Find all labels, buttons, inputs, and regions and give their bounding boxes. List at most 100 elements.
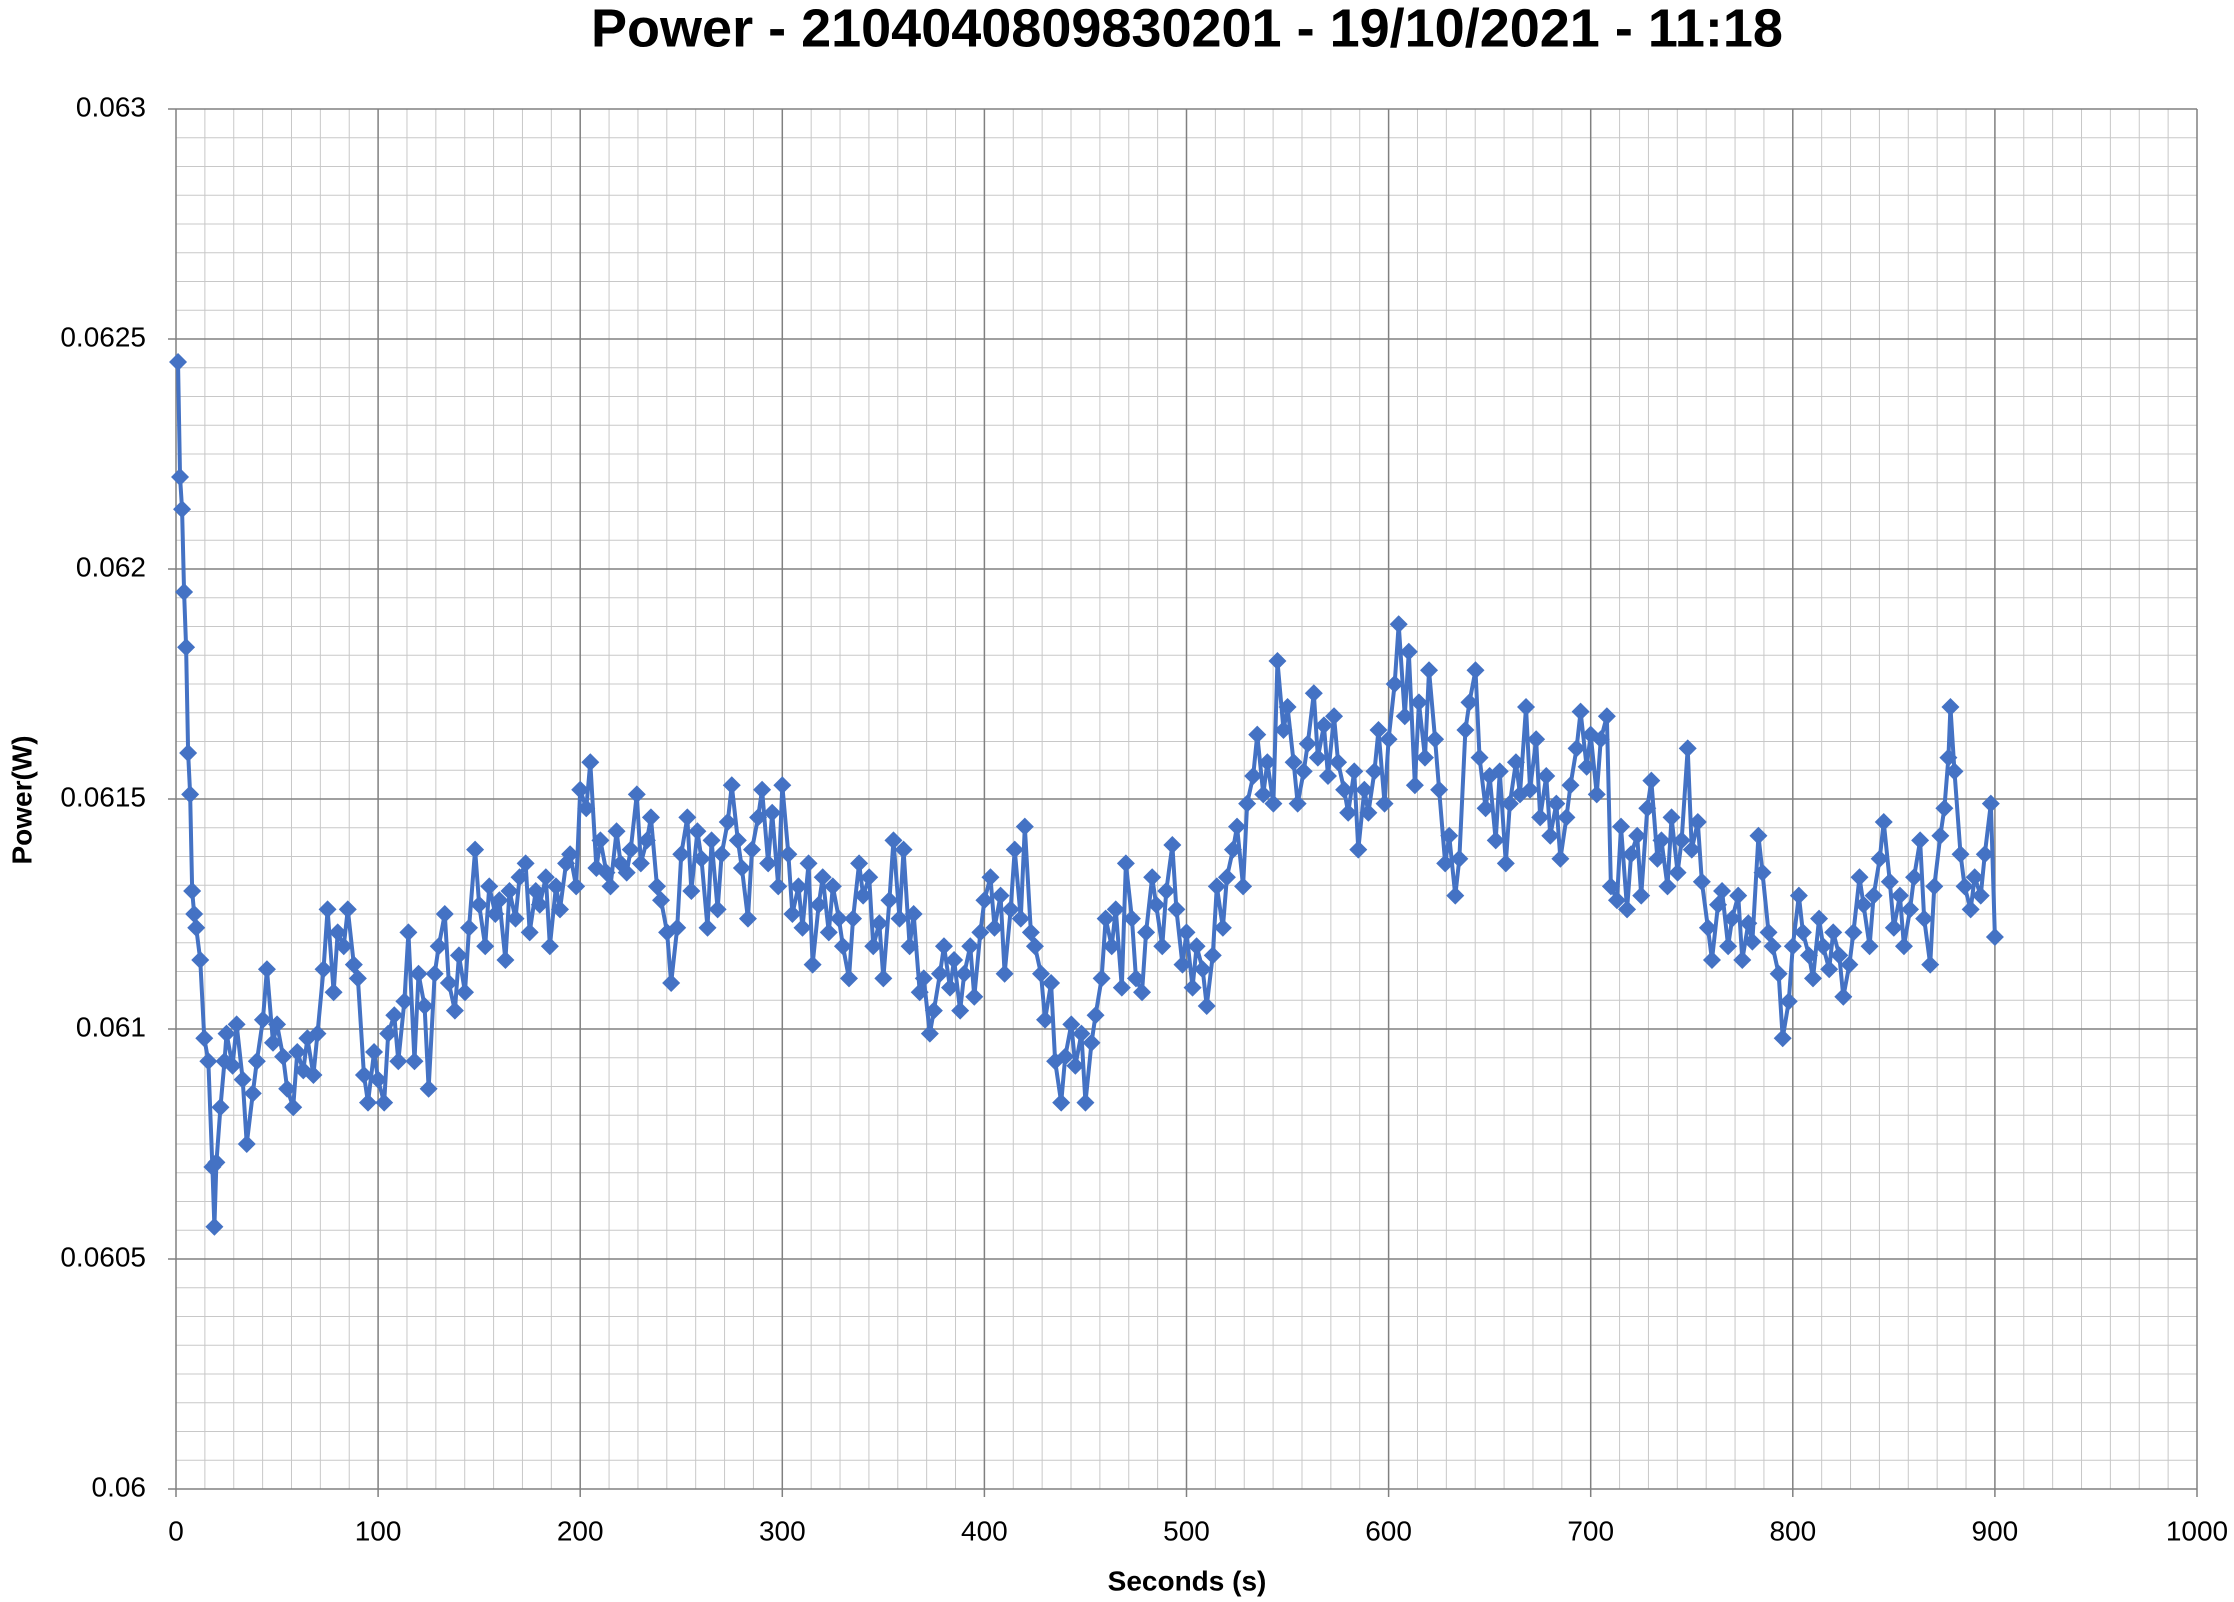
data-marker — [1056, 1047, 1075, 1066]
data-marker — [1965, 868, 1984, 887]
data-marker — [1729, 886, 1748, 905]
data-marker — [1106, 900, 1125, 919]
data-marker — [268, 1015, 287, 1034]
data-marker — [1662, 808, 1681, 827]
data-marker — [1702, 951, 1721, 969]
data-marker — [567, 877, 586, 896]
data-marker — [1076, 1093, 1095, 1112]
data-marker — [975, 891, 994, 910]
data-marker — [1733, 951, 1752, 969]
data-marker — [207, 1153, 226, 1172]
data-marker — [425, 964, 444, 983]
data-marker — [819, 923, 838, 942]
data-marker — [223, 1056, 242, 1075]
data-marker — [199, 1052, 218, 1071]
data-marker — [288, 1043, 307, 1061]
data-marker — [1325, 707, 1344, 726]
data-marker — [1001, 900, 1020, 919]
data-marker — [789, 877, 808, 896]
y-tick-label: 0.0615 — [60, 781, 146, 812]
data-marker — [793, 918, 812, 937]
data-marker — [779, 845, 798, 864]
data-marker — [1537, 767, 1556, 785]
data-marker — [874, 969, 893, 988]
data-marker — [1743, 932, 1762, 951]
data-marker — [1648, 849, 1667, 868]
data-marker — [429, 937, 448, 956]
data-marker — [1739, 914, 1758, 933]
data-marker — [375, 1093, 394, 1112]
data-marker — [951, 1001, 970, 1020]
data-marker — [1420, 661, 1439, 680]
data-marker — [1238, 794, 1257, 813]
data-marker — [637, 831, 656, 850]
data-marker — [1294, 762, 1313, 781]
data-marker — [520, 923, 539, 942]
data-marker — [1672, 831, 1691, 850]
data-marker — [1719, 937, 1738, 956]
data-marker — [738, 909, 757, 928]
data-marker — [934, 937, 953, 956]
data-marker — [1935, 799, 1954, 818]
data-marker — [1339, 803, 1358, 822]
data-marker — [1318, 767, 1337, 785]
data-marker — [318, 900, 337, 919]
data-marker — [1921, 955, 1940, 974]
data-marker — [678, 808, 697, 827]
data-marker — [179, 744, 198, 762]
data-marker — [171, 468, 190, 486]
data-marker — [1395, 707, 1414, 726]
data-marker — [708, 900, 727, 919]
data-marker — [1678, 739, 1697, 758]
x-tick-label: 500 — [1163, 1515, 1210, 1546]
data-marker — [955, 964, 974, 983]
data-marker — [264, 1033, 283, 1052]
data-marker — [1567, 739, 1586, 758]
data-marker — [1163, 836, 1182, 854]
data-marker — [460, 918, 479, 937]
data-marker — [1496, 854, 1515, 873]
data-marker — [181, 785, 200, 804]
data-marker — [169, 353, 188, 371]
data-marker — [1228, 817, 1247, 836]
data-marker — [233, 1070, 252, 1089]
data-marker — [894, 840, 913, 859]
data-marker — [1490, 762, 1509, 781]
data-marker — [278, 1079, 297, 1098]
data-marker — [211, 1098, 230, 1117]
data-marker — [1955, 877, 1974, 896]
data-marker — [870, 914, 889, 933]
data-marker — [247, 1052, 266, 1071]
data-marker — [914, 969, 933, 988]
data-marker — [1506, 753, 1525, 772]
data-marker — [1682, 840, 1701, 859]
data-marker — [546, 877, 565, 896]
data-marker — [1405, 776, 1424, 795]
data-marker — [763, 803, 782, 822]
data-marker — [1278, 698, 1297, 716]
data-marker — [1126, 969, 1145, 988]
data-marker — [1122, 909, 1141, 928]
data-marker — [1753, 863, 1772, 882]
data-marker — [1385, 675, 1404, 693]
data-marker — [1713, 882, 1732, 900]
data-marker — [1658, 877, 1677, 896]
data-marker — [1874, 813, 1893, 831]
data-marker — [540, 937, 559, 956]
data-marker — [536, 868, 555, 887]
data-marker — [803, 955, 822, 974]
data-marker — [1864, 886, 1883, 905]
data-marker — [1541, 826, 1560, 845]
data-marker — [1096, 909, 1115, 928]
data-marker — [985, 918, 1004, 937]
data-marker — [753, 780, 772, 799]
data-marker — [742, 840, 761, 859]
data-marker — [1844, 923, 1863, 942]
data-marker — [577, 799, 596, 818]
data-marker — [185, 905, 204, 923]
data-marker — [314, 960, 333, 979]
data-marker — [1824, 923, 1843, 942]
data-marker — [688, 822, 707, 841]
data-marker — [205, 1217, 224, 1236]
data-marker — [1036, 1010, 1055, 1029]
